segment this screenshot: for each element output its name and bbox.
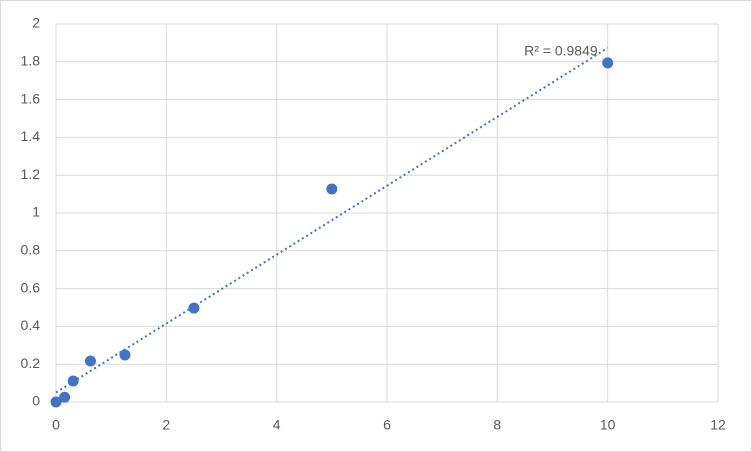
data-point <box>188 302 200 314</box>
y-tick-label: 1.8 <box>21 53 41 69</box>
y-tick-label: 1 <box>32 204 40 220</box>
data-point <box>67 375 79 387</box>
data-point <box>602 57 614 69</box>
y-tick-label: 1.4 <box>21 128 41 144</box>
y-tick-label: 0.4 <box>21 317 41 333</box>
data-point <box>50 396 62 408</box>
x-tick-label: 12 <box>710 417 726 433</box>
trendline <box>55 47 609 394</box>
x-tick-label: 8 <box>493 417 501 433</box>
y-tick-label: 0.2 <box>21 355 41 371</box>
y-tick-label: 1.2 <box>21 166 41 182</box>
x-tick-label: 2 <box>162 417 170 433</box>
data-point <box>59 391 71 403</box>
y-tick-label: 0.8 <box>21 242 41 258</box>
y-tick-label: 1.6 <box>21 90 41 106</box>
x-tick-label: 10 <box>600 417 616 433</box>
x-tick-label: 0 <box>52 417 60 433</box>
x-tick-label: 6 <box>383 417 391 433</box>
y-tick-label: 2 <box>32 15 40 31</box>
x-tick-label: 4 <box>273 417 281 433</box>
data-point <box>84 355 96 367</box>
y-tick-label: 0 <box>32 393 40 409</box>
data-point <box>119 349 131 361</box>
y-tick-label: 0.6 <box>21 279 41 295</box>
trendline-label: R² = 0.9849 <box>524 43 598 59</box>
data-point <box>326 183 338 195</box>
